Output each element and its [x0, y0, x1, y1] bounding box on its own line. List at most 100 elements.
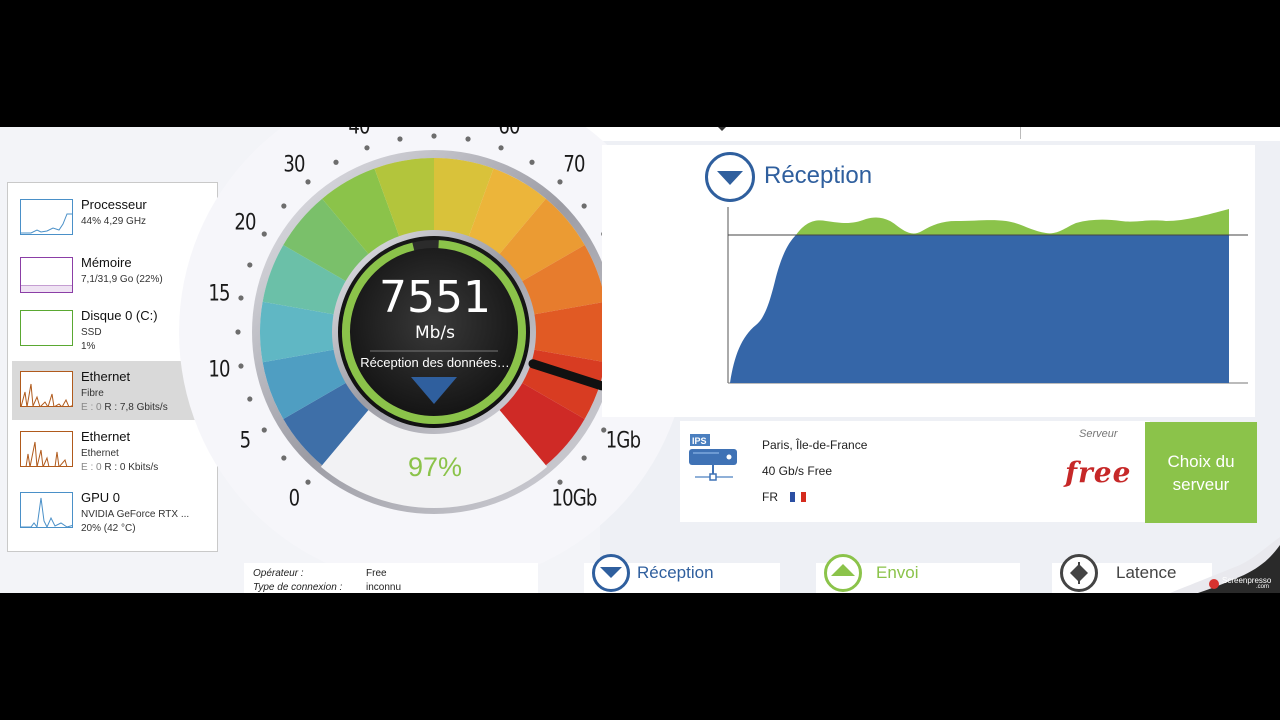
gauge-dot	[581, 203, 587, 209]
gauge-dot	[601, 427, 607, 433]
operator-info: Opérateur : Free Type de connexion : inc…	[244, 563, 538, 593]
server-icon: IPS	[689, 434, 737, 481]
tm-item-name: Ethernet	[81, 369, 131, 384]
tm-item-processor[interactable]: Processeur 44% 4,29 GHz	[12, 189, 214, 248]
gauge-dot	[557, 479, 563, 485]
tm-item-throughput: E : 0 R : 0 Kbits/s	[81, 462, 159, 473]
free-logo: free	[1065, 456, 1132, 489]
server-label: Serveur	[1079, 428, 1118, 440]
tm-item-name: GPU 0	[81, 490, 121, 505]
tab-label: Envoi	[876, 563, 919, 582]
france-flag-icon	[790, 492, 806, 502]
gauge-segment	[434, 158, 494, 239]
tm-item-detail: Fibre	[81, 388, 104, 399]
gauge-segment	[520, 245, 606, 315]
gpu-graph-thumbnail	[20, 492, 73, 528]
tm-item-memory[interactable]: Mémoire 7,1/31,9 Go (22%)	[12, 247, 214, 306]
tm-item-ethernet[interactable]: Ethernet Ethernet E : 0 R : 0 Kbits/s	[12, 421, 214, 480]
tm-item-name: Disque 0 (C:)	[81, 308, 158, 323]
gauge-dot	[247, 262, 253, 268]
tab-label: Latence	[1116, 563, 1177, 582]
gauge-tick-label: 20	[234, 210, 257, 236]
tab-envoi[interactable]: Envoi	[816, 551, 1020, 593]
gauge-dot	[281, 455, 287, 461]
letterbox-top	[0, 0, 1280, 127]
gauge-dot	[238, 363, 244, 369]
gauge-dot	[261, 427, 267, 433]
gauge-segment	[262, 349, 348, 419]
gauge-dot	[557, 179, 563, 185]
choose-server-button[interactable]: Choix du serveur	[1145, 422, 1257, 523]
gauge-dot	[235, 329, 241, 335]
gauge-tick-label: 30	[283, 152, 305, 178]
gauge-segment	[374, 158, 434, 239]
download-area	[730, 235, 1229, 383]
tm-item-gpu[interactable]: GPU 0 NVIDIA GeForce RTX ... 20% (42 °C)	[12, 482, 214, 541]
processor-graph-thumbnail	[20, 199, 73, 235]
tm-item-detail-2: 20% (42 °C)	[81, 523, 136, 534]
tm-item-detail: 44% 4,29 GHz	[81, 216, 147, 227]
reception-panel: Réception	[602, 145, 1255, 417]
server-country: FR	[762, 490, 778, 504]
gauge-dot	[581, 455, 587, 461]
ethernet-graph-thumbnail	[20, 431, 73, 467]
tm-item-name: Mémoire	[81, 255, 132, 270]
speed-status: Réception des données…	[360, 355, 510, 370]
gauge-dot	[281, 203, 287, 209]
tab-label: Réception	[637, 563, 714, 582]
gauge-segment	[498, 382, 585, 466]
gauge-tick-label: 10	[208, 357, 231, 383]
download-arrow-icon	[592, 554, 630, 592]
tm-item-detail-2: 1%	[81, 341, 96, 352]
tab-reception[interactable]: Réception	[584, 551, 780, 593]
gauge-segment	[262, 245, 348, 315]
tm-item-detail: NVIDIA GeForce RTX ...	[81, 509, 190, 520]
gauge-tick-label: 5	[239, 428, 251, 454]
gauge-needle	[528, 359, 607, 391]
download-arrow-icon	[705, 152, 755, 202]
tm-item-disk[interactable]: Disque 0 (C:) SSD 1%	[12, 300, 214, 359]
letterbox-bottom	[0, 593, 1280, 720]
gauge-dot	[333, 159, 339, 165]
watermark-brand: Screenpresso	[1222, 576, 1272, 585]
download-arrow-icon	[411, 377, 457, 404]
tab-latence[interactable]: Latence	[1052, 551, 1212, 593]
tm-item-detail: SSD	[81, 327, 102, 338]
gauge-dot	[247, 396, 253, 402]
gauge-segment	[468, 168, 546, 256]
operator-label: Opérateur :	[253, 568, 304, 579]
speed-unit: Mb/s	[414, 323, 456, 343]
gauge-segment	[283, 382, 370, 466]
gauge-tick-label: 15	[208, 281, 231, 307]
memory-graph-thumbnail	[20, 257, 73, 293]
server-city: Paris, Île-de-France	[762, 438, 868, 452]
latency-icon	[1060, 554, 1098, 592]
gauge-dot	[238, 295, 244, 301]
screenpresso-watermark	[1170, 537, 1280, 593]
reception-title: Réception	[764, 162, 873, 189]
gauge-segment	[498, 198, 585, 282]
gauge-segment	[532, 301, 609, 363]
gauge-tick-label: 60	[497, 127, 520, 140]
tm-item-detail: Ethernet	[81, 448, 119, 459]
gauge-segment	[260, 301, 336, 363]
tm-item-ethernet-fibre[interactable]: Ethernet Fibre E : 0 R : 7,8 Gbits/s	[12, 361, 214, 420]
tm-item-detail: 7,1/31,9 Go (22%)	[81, 274, 163, 285]
speedtest-window: Processeur 44% 4,29 GHz Mémoire 7,1/31,9…	[0, 127, 1280, 593]
gauge-dot	[397, 136, 403, 142]
gauge-dot	[431, 133, 437, 139]
disk-graph-thumbnail	[20, 310, 73, 346]
gauge-dot	[529, 159, 535, 165]
connection-type-value: inconnu	[366, 582, 402, 593]
gauge-dot	[364, 145, 370, 151]
progress-percent: 97%	[407, 452, 463, 482]
gauge-graphic	[179, 127, 689, 587]
hub-face	[338, 236, 530, 428]
tm-item-throughput: E : 0 R : 7,8 Gbits/s	[81, 402, 168, 413]
gauge-tick-label: 70	[563, 152, 585, 178]
choose-server-label: Choix du serveur	[1167, 451, 1235, 494]
speed-gauge: 05101520304050607080901001Gb10Gb	[179, 127, 689, 587]
connection-type-label: Type de connexion :	[253, 582, 343, 593]
top-strip-divider	[1020, 127, 1021, 139]
gauge-dot	[465, 136, 471, 142]
